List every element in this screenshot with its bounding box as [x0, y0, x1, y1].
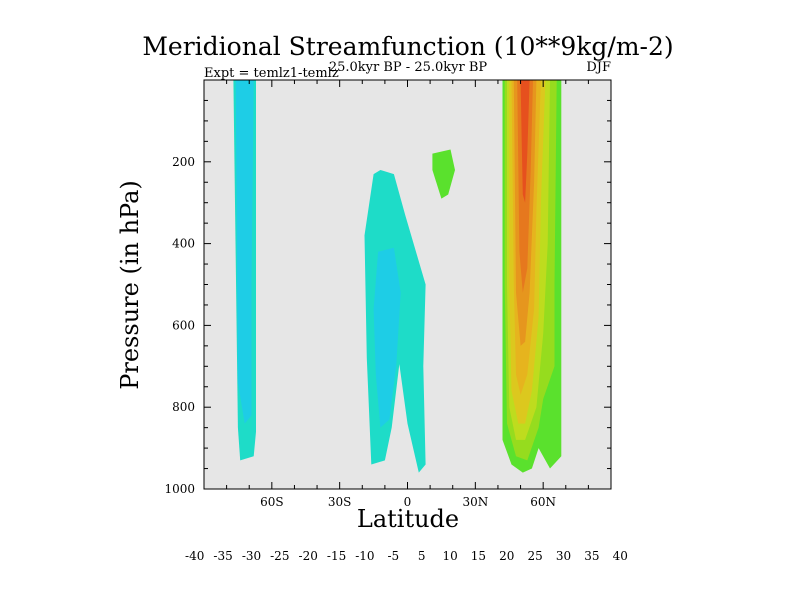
colorbar-label: -5: [387, 549, 399, 563]
colorbar-label: 25: [528, 549, 543, 563]
y-tick-label: 400: [172, 237, 195, 251]
colorbar-label: 30: [556, 549, 571, 563]
plot-area: 60S 30S 0 30N 60N 200 400 600 800 1000: [164, 79, 612, 509]
contour-regions: [233, 80, 562, 473]
contour-subtropical-positive-patch: [432, 149, 455, 199]
x-tick-label: 60N: [530, 495, 556, 509]
experiment-label: Expt = temlz1-temlz: [204, 66, 339, 81]
x-tick-label: 60S: [260, 495, 284, 509]
time-range-label: 25.0kyr BP - 25.0kyr BP: [329, 60, 488, 75]
colorbar-label: -35: [213, 549, 232, 563]
y-tick-label: 200: [172, 155, 195, 169]
axis-ticks: [203, 79, 612, 490]
x-axis-label: Latitude: [357, 505, 459, 533]
colorbar-label: 20: [499, 549, 514, 563]
colorbar-label: 15: [471, 549, 486, 563]
colorbar-label: -30: [242, 549, 261, 563]
colorbar-label: -20: [299, 549, 318, 563]
y-tick-label: 800: [172, 400, 195, 414]
x-tick-label: 30N: [462, 495, 488, 509]
colorbar-label: -15: [327, 549, 346, 563]
axis-tick-labels: 60S 30S 0 30N 60N 200 400 600 800 1000: [164, 155, 556, 509]
colorbar-label: 5: [418, 549, 426, 563]
y-tick-label: 600: [172, 318, 195, 332]
chart-title: Meridional Streamfunction (10**9kg/m-2): [142, 32, 673, 61]
contour-southern-high-lat-negative-core: [235, 80, 254, 424]
colorbar-label: 40: [613, 549, 628, 563]
y-axis-label: Pressure (in hPa): [116, 180, 144, 390]
colorbar-label: -25: [270, 549, 289, 563]
contour-northern-positive-cell-40: [520, 80, 530, 203]
colorbar-label: 35: [584, 549, 599, 563]
y-tick-label: 1000: [164, 482, 195, 496]
colorbar-labels: -40 -35 -30 -25 -20 -15 -10 -5 5 10 15 20 25 30 35 40: [185, 549, 628, 563]
season-label: DJF: [586, 60, 611, 75]
colorbar-label: 10: [442, 549, 457, 563]
x-tick-label: 30S: [328, 495, 352, 509]
colorbar-label: -40: [185, 549, 204, 563]
colorbar-label: -10: [355, 549, 374, 563]
x-tick-label: 0: [404, 495, 412, 509]
contour-tropical-negative-core: [373, 247, 401, 428]
